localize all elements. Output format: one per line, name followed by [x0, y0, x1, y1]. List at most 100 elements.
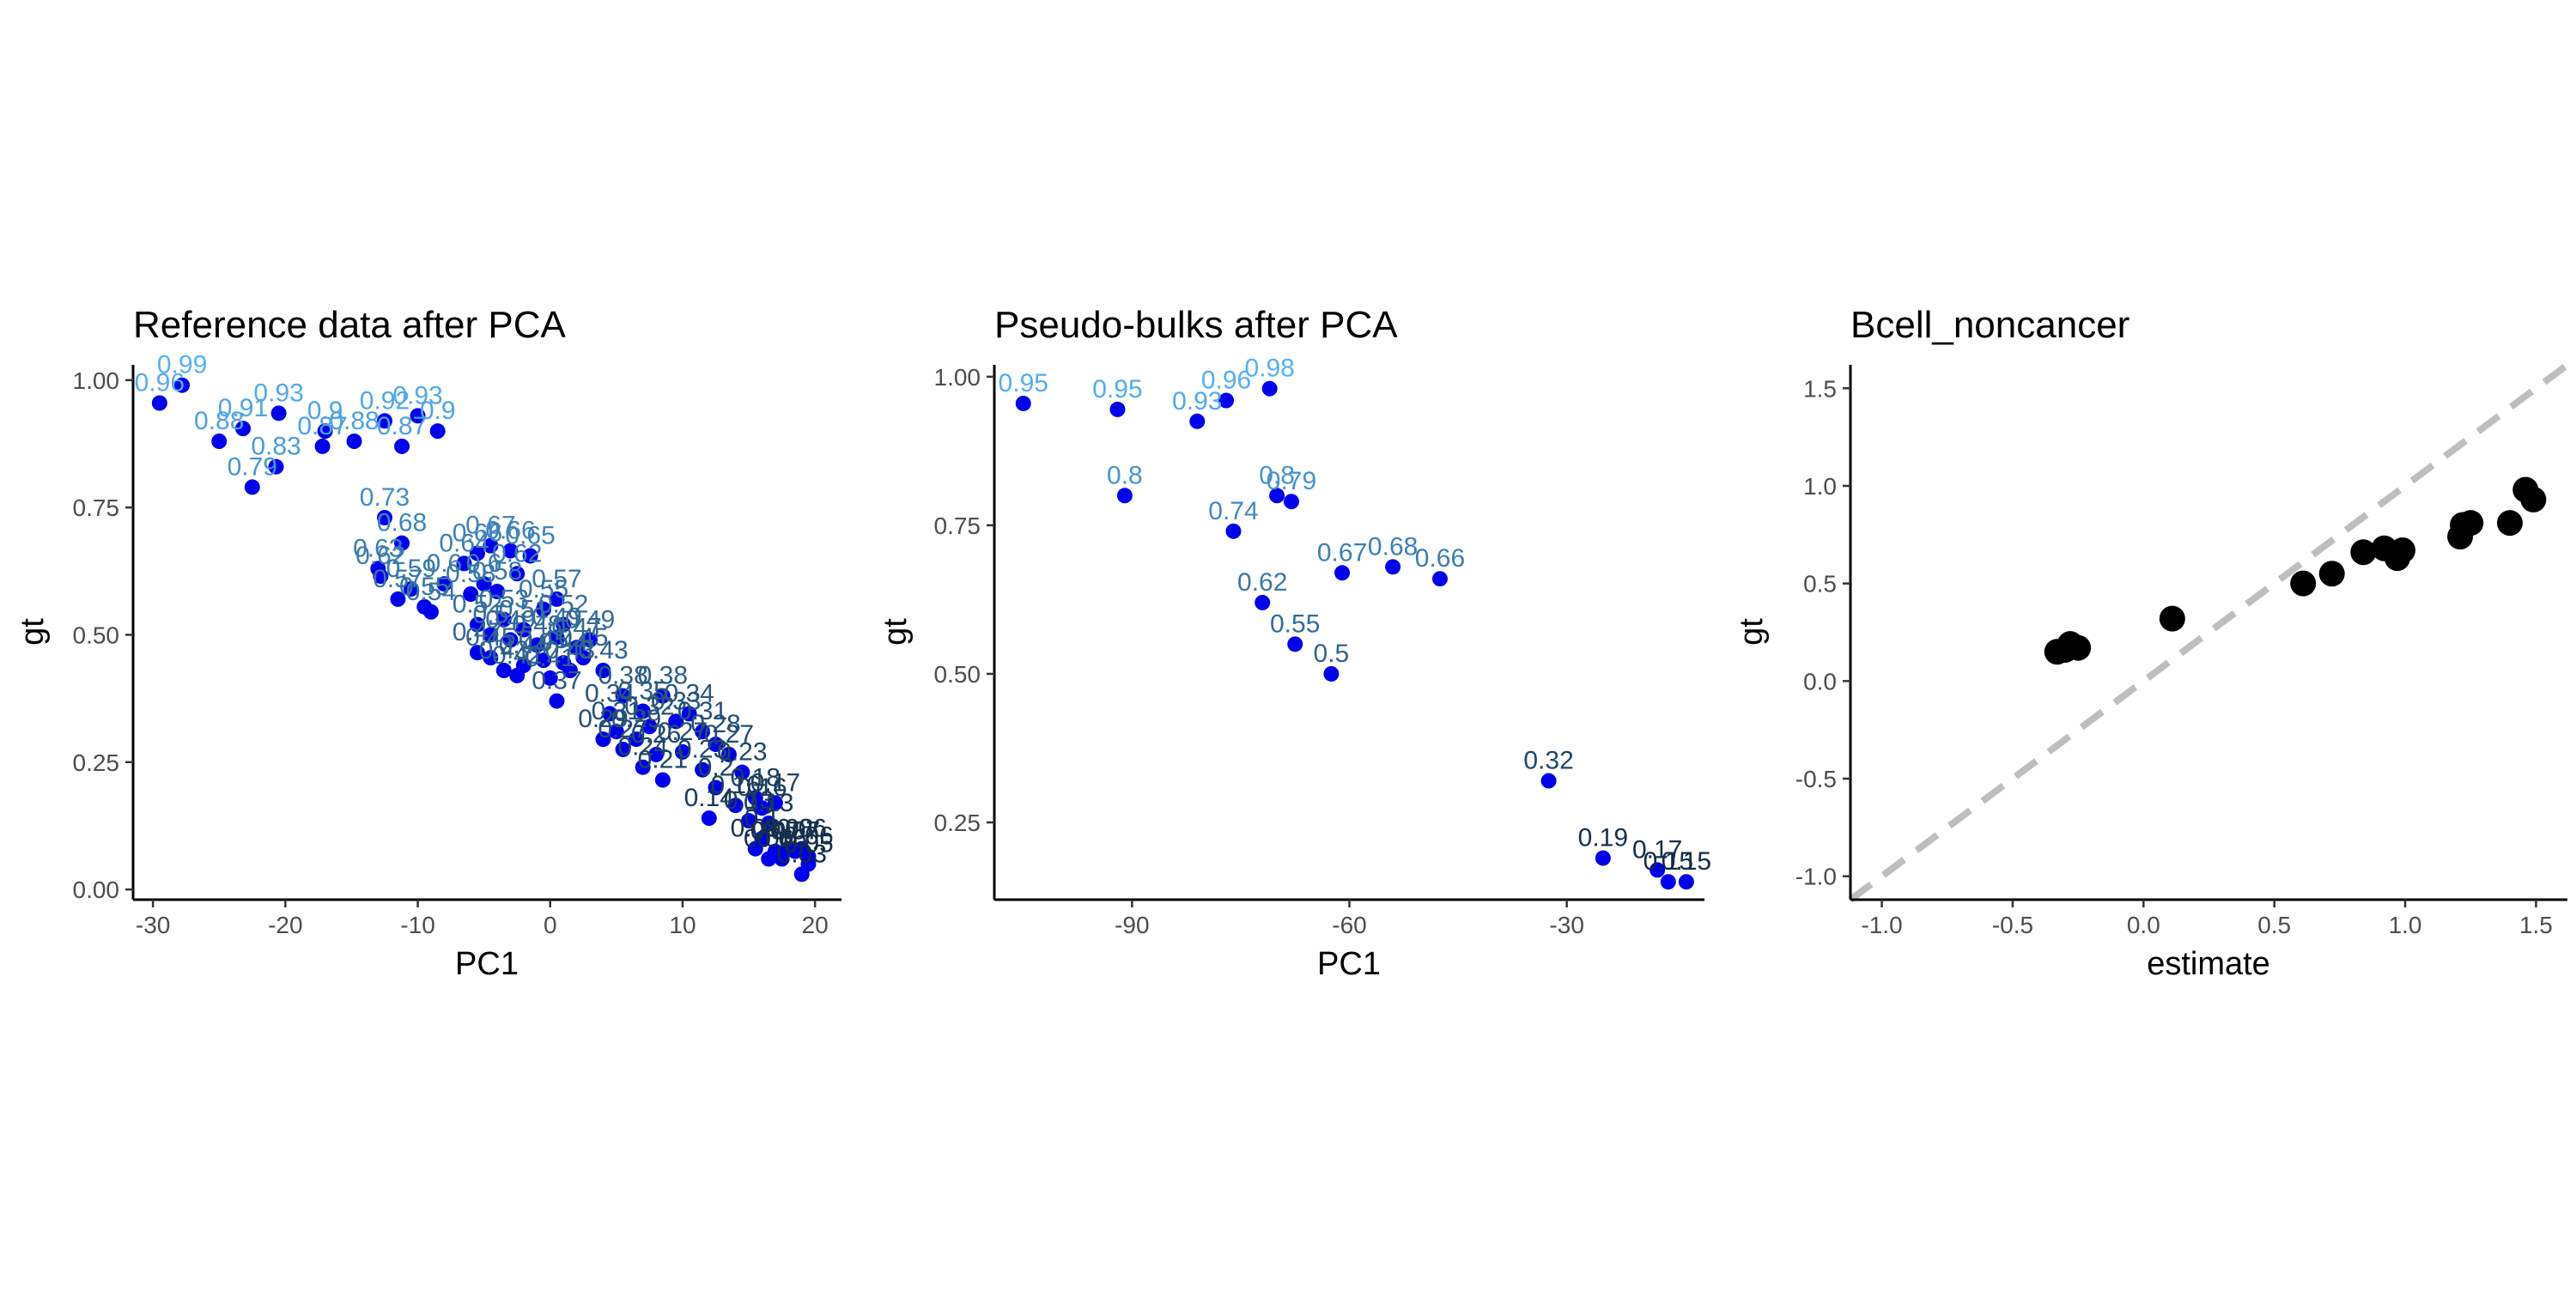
y-tick-label: 1.0 [1803, 473, 1837, 500]
data-point [695, 761, 711, 778]
data-label: 0.52 [538, 591, 588, 619]
data-label: 0.47 [551, 613, 601, 641]
data-point [774, 851, 790, 867]
data-point [463, 586, 479, 602]
data-point [483, 627, 499, 643]
data-point [654, 688, 671, 704]
data-point [1015, 395, 1031, 411]
data-point [476, 576, 492, 592]
data-label: 0.42 [492, 641, 542, 670]
y-tick-label: 1.5 [1803, 375, 1837, 402]
data-point [174, 377, 191, 393]
y-axis-title: gt [1734, 618, 1770, 646]
data-point [509, 667, 526, 683]
data-point [1269, 488, 1285, 504]
data-label: 0.99 [157, 351, 207, 379]
data-point [509, 566, 526, 582]
data-label: 0.45 [465, 623, 515, 652]
data-point [270, 405, 287, 422]
data-point [376, 413, 392, 429]
data-label: 0.27 [598, 715, 647, 743]
data-label: 0.66 [453, 519, 502, 548]
x-axis-title: PC1 [455, 946, 519, 982]
data-point [346, 434, 362, 449]
data-point [708, 737, 724, 753]
data-point [727, 798, 744, 814]
data-label: 0.21 [638, 746, 688, 774]
x-axis-title: PC1 [1317, 946, 1381, 982]
data-label: 0.24 [617, 733, 667, 761]
data-point [151, 395, 167, 411]
data-point [436, 576, 453, 592]
data-label: 0.32 [624, 692, 674, 720]
data-label: 0.55 [1270, 610, 1320, 638]
data-point [1660, 874, 1676, 890]
data-label: 0.95 [999, 369, 1048, 397]
data-label: 0.6 [427, 549, 463, 578]
data-label: 0.79 [228, 452, 277, 481]
x-tick-label: -20 [268, 912, 302, 938]
data-label: 0.35 [617, 676, 667, 705]
y-tick-label: 0.75 [934, 513, 981, 539]
data-point [2496, 510, 2523, 537]
data-label: 0.19 [1578, 824, 1628, 852]
data-label: 0.5 [472, 600, 508, 628]
data-label: 0.29 [611, 705, 661, 733]
data-label: 0.06 [777, 815, 827, 843]
data-point [767, 795, 783, 811]
data-label: 0.55 [519, 575, 568, 604]
data-point [595, 731, 611, 748]
data-point [469, 645, 485, 661]
data-point [2458, 510, 2484, 537]
data-point [394, 438, 410, 454]
data-label: 0.2 [698, 753, 734, 781]
data-label: 0.62 [355, 542, 405, 570]
data-point [1595, 850, 1611, 866]
data-label: 0.29 [578, 705, 628, 733]
data-label: 0.66 [1415, 544, 1465, 573]
data-label: 0.41 [526, 644, 575, 672]
panel-pseudo-bulks-pca: Pseudo-bulks after PCA 0.95 0.950.80.930.… [878, 304, 1711, 982]
data-label: 0.43 [545, 636, 595, 664]
data-point [373, 568, 389, 585]
data-label: 0.54 [406, 578, 456, 606]
data-label: 0.27 [704, 720, 754, 749]
data-label: 0.28 [690, 710, 740, 738]
data-point [2290, 570, 2317, 597]
y-tick-label: -0.5 [1795, 766, 1837, 792]
data-label: 0.1 [744, 804, 781, 833]
data-point [536, 652, 552, 669]
data-label: 0.48 [512, 610, 562, 639]
data-label: 0.93 [392, 381, 442, 409]
data-label: 0.06 [744, 825, 793, 853]
data-point [268, 458, 284, 475]
data-label: 0.64 [439, 529, 489, 557]
x-tick-label: -0.5 [1992, 912, 2033, 938]
data-point [410, 408, 426, 424]
data-point [602, 706, 618, 722]
x-tick-label: -90 [1115, 912, 1149, 938]
y-tick-label: 1.00 [73, 367, 120, 394]
data-label: 0.18 [731, 763, 781, 792]
data-label: 0.88 [329, 407, 379, 435]
data-point [1189, 413, 1206, 429]
data-label: 0.49 [565, 605, 615, 634]
x-tick-label: -60 [1332, 912, 1366, 938]
data-point [495, 611, 512, 628]
data-label: 0.08 [763, 815, 813, 843]
data-label: 0.68 [1368, 532, 1418, 561]
data-label: 0.58 [472, 557, 522, 585]
data-point [394, 535, 410, 551]
data-point [635, 759, 651, 775]
data-point [615, 688, 631, 704]
data-label: 0.34 [585, 679, 635, 707]
data-label: 0.23 [717, 738, 767, 767]
x-tick-label: 10 [669, 912, 696, 938]
data-point [654, 772, 671, 788]
data-label: 0.13 [744, 789, 793, 817]
data-point [549, 693, 565, 709]
axis-ticks: -30 -20 -10 0 10 20 0.00 0.25 0.50 0.75 1.00 [73, 367, 829, 938]
data-label: 0.16 [737, 773, 787, 802]
data-point [793, 866, 810, 883]
